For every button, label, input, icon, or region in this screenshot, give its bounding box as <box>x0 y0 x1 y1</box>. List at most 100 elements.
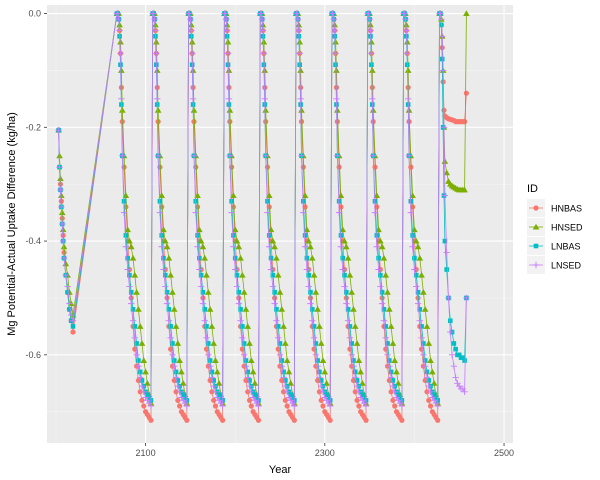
x-axis-title: Year <box>269 464 292 476</box>
data-point <box>223 16 230 23</box>
data-point <box>205 351 212 359</box>
data-point <box>388 389 394 395</box>
data-point <box>306 272 311 278</box>
data-point <box>442 238 448 244</box>
data-point <box>386 363 393 370</box>
data-point <box>301 243 309 250</box>
data-point <box>206 306 214 312</box>
data-point <box>463 10 470 17</box>
data-point <box>230 243 237 250</box>
data-point <box>355 357 363 363</box>
data-point <box>210 340 217 346</box>
data-point <box>298 119 305 125</box>
data-point <box>169 351 176 359</box>
data-point <box>129 254 137 261</box>
data-point <box>378 243 386 250</box>
data-point <box>137 374 144 381</box>
data-point <box>431 392 437 397</box>
data-point <box>154 152 162 159</box>
data-point <box>160 266 167 273</box>
data-point <box>197 283 205 290</box>
data-point <box>334 106 341 113</box>
data-point <box>123 233 129 238</box>
data-point <box>390 397 396 403</box>
data-point <box>277 341 283 346</box>
data-point <box>344 317 352 324</box>
data-point <box>183 402 190 410</box>
data-point <box>295 21 303 28</box>
data-point <box>203 271 210 278</box>
data-point <box>235 300 242 307</box>
data-point <box>141 403 147 409</box>
data-point <box>136 323 144 329</box>
data-point <box>337 243 345 250</box>
data-point <box>344 289 349 295</box>
data-point <box>369 106 377 113</box>
data-point <box>257 10 265 17</box>
data-point <box>316 374 323 381</box>
data-point <box>460 355 466 360</box>
data-point <box>280 374 287 381</box>
data-point <box>269 237 277 244</box>
data-point <box>303 266 311 273</box>
data-point <box>216 392 222 397</box>
data-point <box>184 417 190 423</box>
data-point <box>391 357 399 363</box>
data-point <box>351 358 356 363</box>
data-point <box>272 289 277 295</box>
data-point <box>357 368 364 375</box>
data-point <box>248 357 255 363</box>
data-point <box>296 38 304 45</box>
legend: ID HNBAS HNSED LNBAS LNSED <box>527 183 583 274</box>
data-point <box>321 368 329 375</box>
data-point <box>244 323 252 329</box>
data-point <box>206 341 211 346</box>
data-point <box>283 388 291 396</box>
x-tick-label: 2500 <box>494 448 514 458</box>
data-point <box>187 21 195 28</box>
data-point <box>225 95 233 103</box>
data-point <box>264 209 271 216</box>
data-point <box>138 382 146 390</box>
data-point <box>339 266 346 273</box>
legend-key-symbol <box>533 243 539 249</box>
data-point <box>211 378 216 383</box>
data-point <box>308 289 313 295</box>
data-point <box>237 254 244 261</box>
data-point <box>387 358 392 363</box>
data-point <box>173 369 179 375</box>
data-point <box>58 209 66 216</box>
data-point <box>135 306 142 312</box>
data-point <box>174 382 182 390</box>
data-point <box>201 317 208 324</box>
data-point <box>261 95 268 103</box>
data-point <box>210 382 217 390</box>
data-point <box>132 324 138 329</box>
data-point <box>174 340 182 346</box>
data-point <box>296 50 303 57</box>
data-point <box>366 16 373 23</box>
data-point <box>165 254 173 261</box>
data-point <box>69 317 77 324</box>
data-point <box>234 272 240 278</box>
data-point <box>127 243 135 250</box>
data-point <box>186 10 193 17</box>
data-point <box>205 288 212 295</box>
data-point <box>164 289 170 295</box>
data-point <box>311 324 317 329</box>
data-point <box>426 397 432 403</box>
data-point <box>304 255 310 261</box>
data-point <box>427 357 434 363</box>
data-point <box>312 288 320 295</box>
data-point <box>404 67 412 73</box>
data-point <box>243 358 249 363</box>
data-point <box>163 243 171 250</box>
data-point <box>438 16 445 23</box>
data-point <box>334 152 341 159</box>
data-point <box>196 266 203 273</box>
data-point <box>146 395 152 400</box>
data-point <box>447 328 454 336</box>
data-point <box>220 417 226 423</box>
data-point <box>324 392 329 397</box>
data-point <box>309 307 315 312</box>
